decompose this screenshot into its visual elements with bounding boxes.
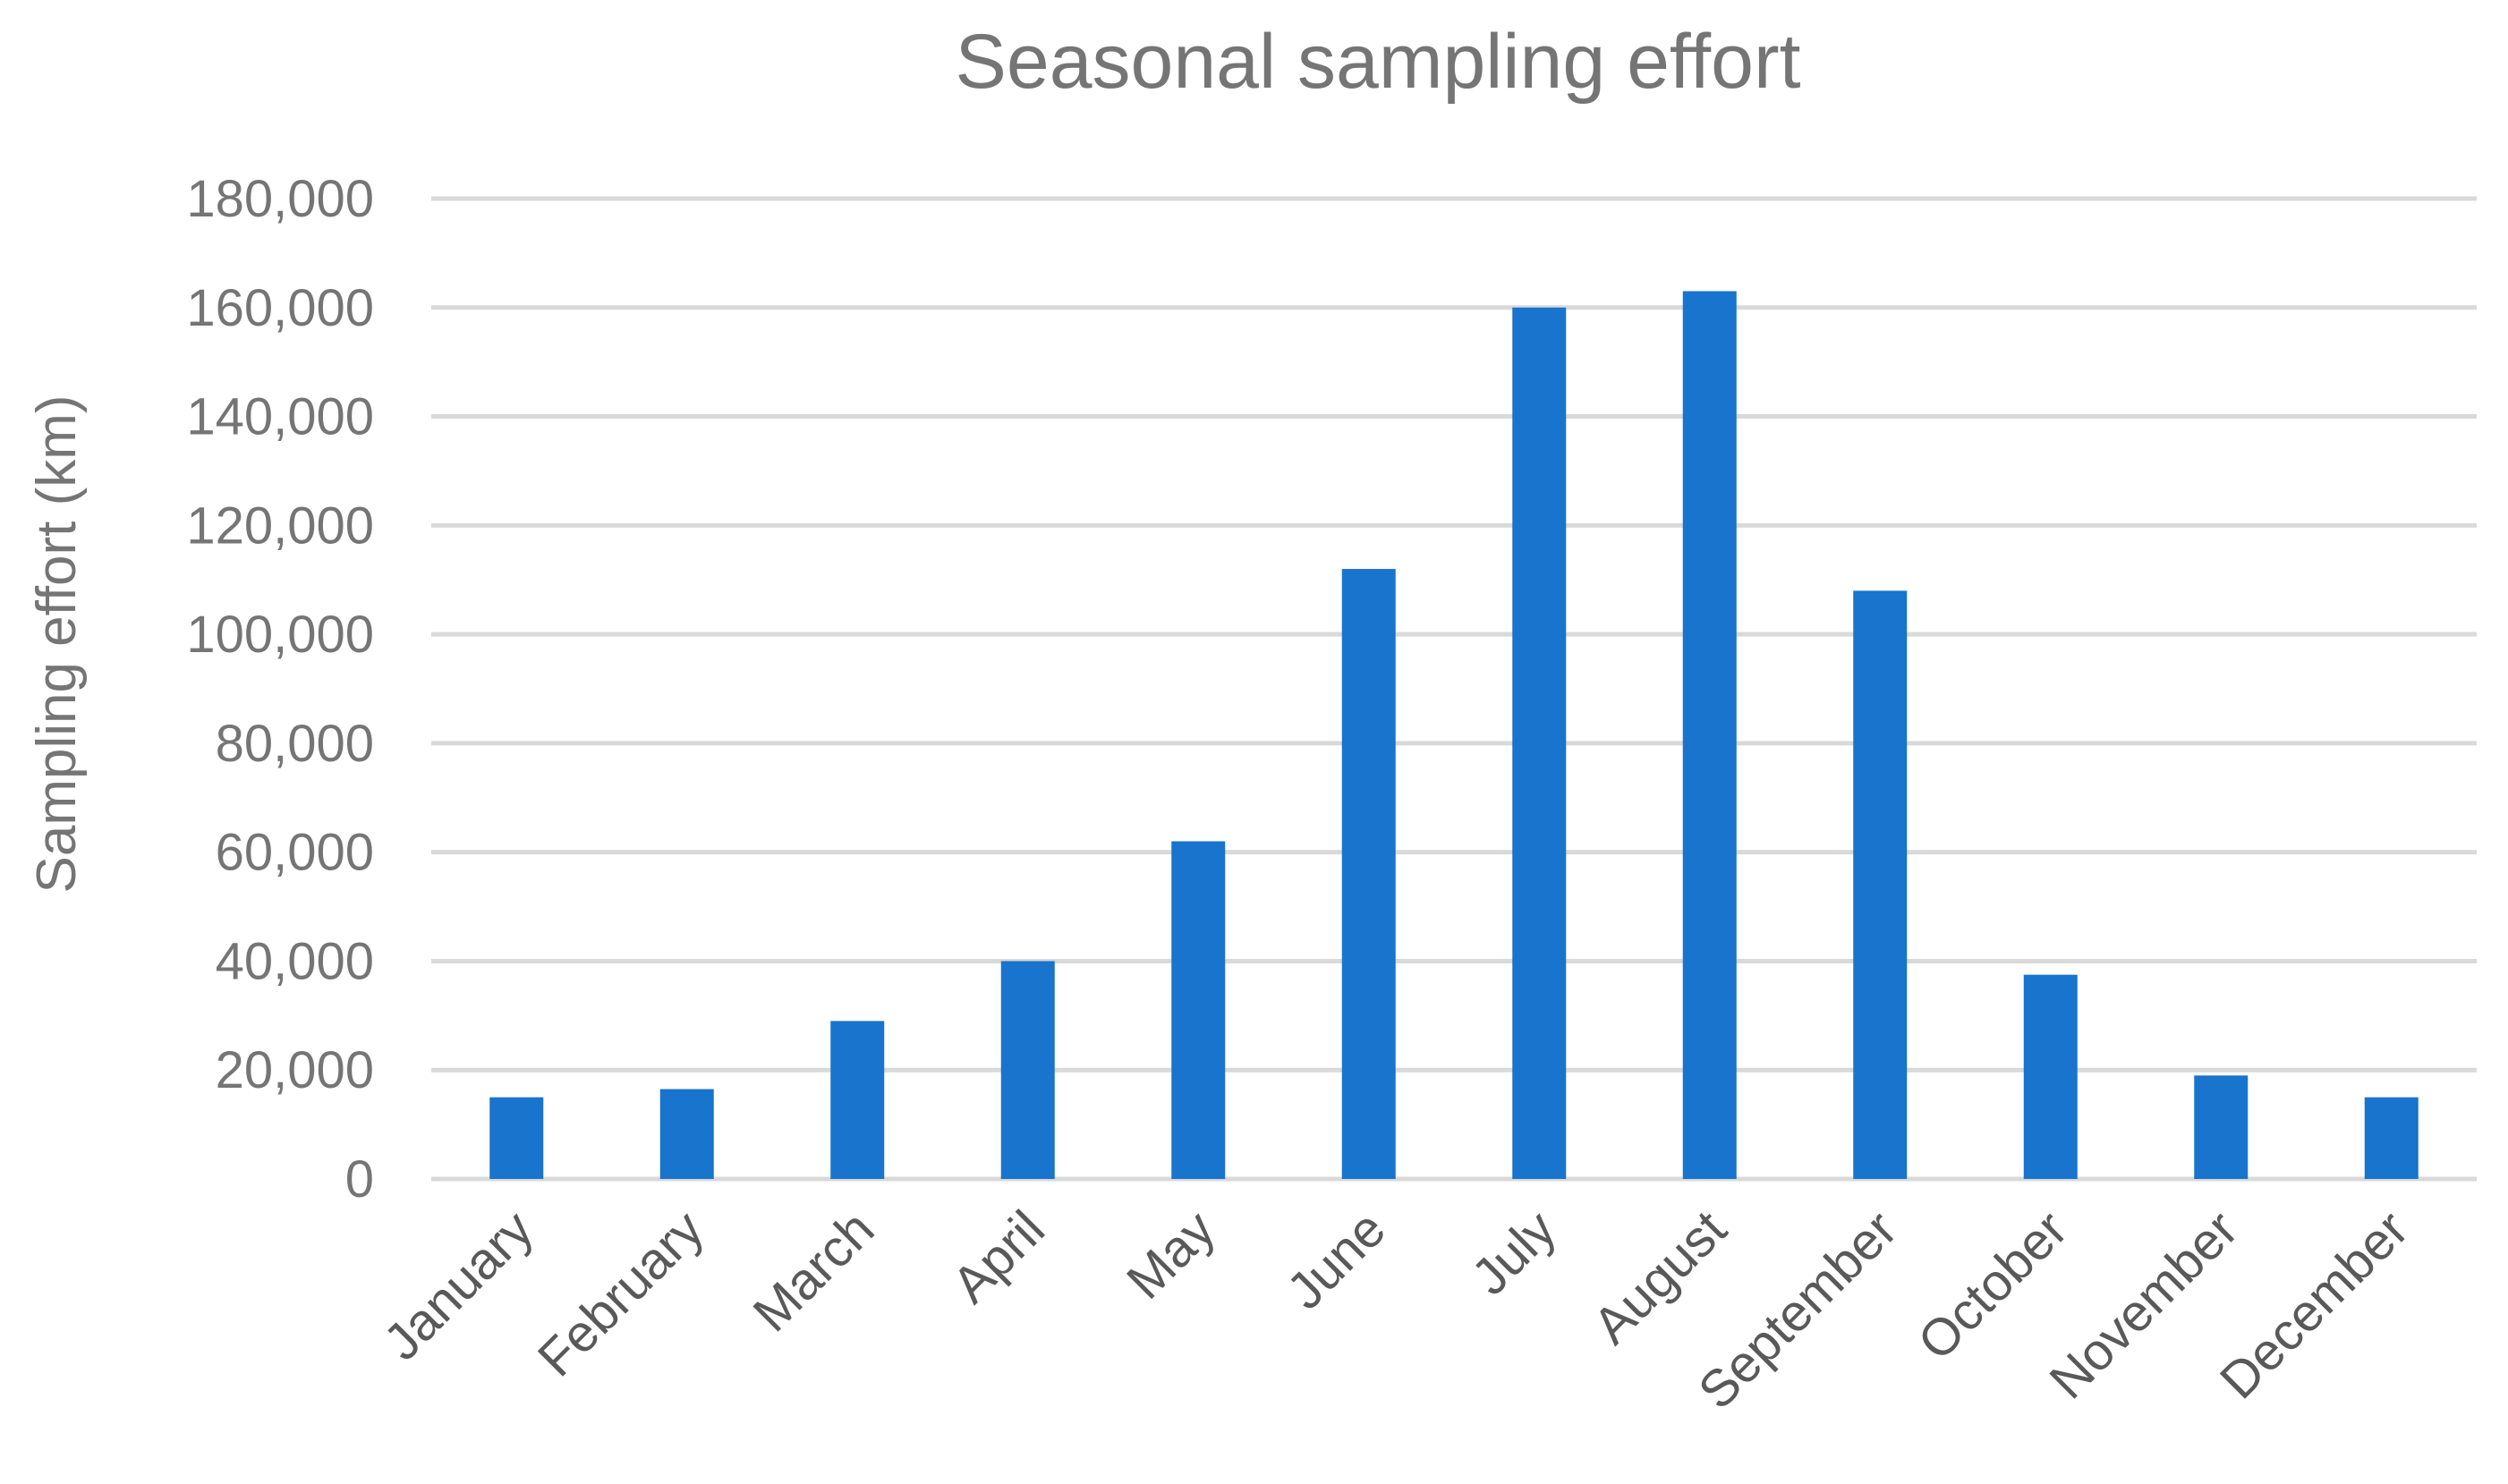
y-tick-label: 100,000 xyxy=(186,606,374,664)
y-tick-label: 180,000 xyxy=(186,170,374,228)
x-tick-label: August xyxy=(1582,1200,1738,1355)
bar-december xyxy=(2364,1097,2419,1179)
bar-july xyxy=(1512,307,1567,1179)
bar-may xyxy=(1171,841,1226,1179)
bar-february xyxy=(659,1089,714,1179)
x-tick-label: April xyxy=(941,1200,1056,1314)
bar-august xyxy=(1682,291,1737,1179)
y-tick-label: 140,000 xyxy=(186,388,374,446)
x-tick-label: February xyxy=(527,1200,715,1387)
x-tick-label: March xyxy=(743,1200,886,1343)
bars xyxy=(489,291,2419,1179)
x-tick-label: July xyxy=(1461,1200,1568,1306)
x-tick-label: January xyxy=(373,1200,545,1371)
bar-october xyxy=(2023,974,2078,1179)
bar-january xyxy=(489,1097,544,1179)
bar-march xyxy=(830,1021,885,1179)
y-tick-label: 80,000 xyxy=(216,715,374,773)
x-tick-label: May xyxy=(1116,1200,1226,1310)
y-tick-label: 0 xyxy=(345,1150,374,1208)
x-tick-label: December xyxy=(2209,1200,2419,1410)
x-tick-label: June xyxy=(1276,1200,1397,1320)
bar-september xyxy=(1853,590,1908,1179)
x-tick-label: October xyxy=(1907,1200,2079,1371)
gridlines xyxy=(431,196,2477,1182)
bar-june xyxy=(1341,569,1396,1179)
y-tick-label: 40,000 xyxy=(216,932,374,990)
y-axis-ticks: 0 20,000 40,000 60,000 80,000 100,000 120,000 1… xyxy=(186,170,374,1208)
y-tick-label: 20,000 xyxy=(216,1041,374,1099)
chart-title: Seasonal sampling effort xyxy=(956,19,1801,105)
y-tick-label: 60,000 xyxy=(216,824,374,882)
y-tick-label: 160,000 xyxy=(186,279,374,337)
bar-april xyxy=(1000,961,1055,1179)
bar-november xyxy=(2194,1075,2249,1179)
y-tick-label: 120,000 xyxy=(186,496,374,555)
y-axis-title: Sampling effort (km) xyxy=(26,394,88,893)
